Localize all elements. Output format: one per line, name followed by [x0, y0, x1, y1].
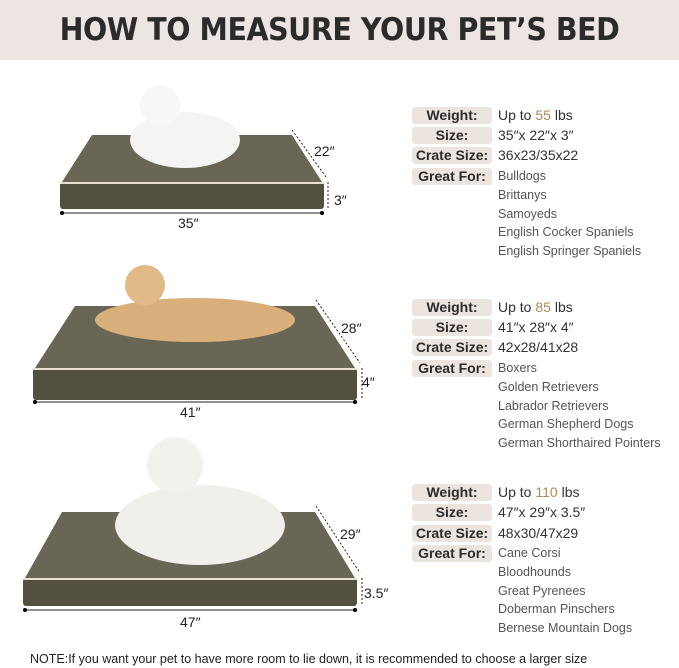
great-for-label: Great For:	[412, 168, 492, 185]
size-label: Size:	[412, 319, 492, 336]
bed2-height-label: 4″	[362, 374, 375, 390]
breed-item: Boxers	[498, 361, 537, 375]
bed3-width-label: 47″	[180, 614, 201, 630]
bed2-depth-label: 28″	[341, 320, 362, 336]
bed3-depth-label: 29″	[340, 526, 361, 542]
bed3-height-label: 3.5″	[364, 585, 389, 601]
breed-item: Samoyeds	[498, 207, 558, 221]
dog-image-golden-retriever	[95, 298, 295, 342]
size-label: Size:	[412, 127, 492, 144]
size-note: NOTE:If you want your pet to have more r…	[30, 652, 588, 666]
breed-item: Brittanys	[498, 188, 547, 202]
size-value: 35″x 22″x 3″	[498, 127, 574, 143]
breed-item: Bloodhounds	[498, 565, 571, 579]
great-for-label: Great For:	[412, 360, 492, 377]
bed1-depth-label: 22″	[314, 143, 335, 159]
bed-small	[60, 85, 329, 215]
breed-item: Labrador Retrievers	[498, 399, 609, 413]
weight-label: Weight:	[412, 107, 492, 124]
header-banner: HOW TO MEASURE YOUR PET’S BED	[0, 0, 679, 60]
breed-item: Bulldogs	[498, 169, 546, 183]
breed-item: Doberman Pinschers	[498, 602, 615, 616]
size-label: Size:	[412, 504, 492, 521]
weight-value: Up to 55 lbs	[498, 107, 573, 123]
crate-size-label: Crate Size:	[412, 525, 492, 542]
weight-label: Weight:	[412, 484, 492, 501]
weight-value: Up to 110 lbs	[498, 484, 580, 500]
weight-label: Weight:	[412, 299, 492, 316]
crate-size-value: 42x28/41x28	[498, 339, 579, 355]
size-value: 47″x 29″x 3.5″	[498, 504, 586, 520]
dog-image-great-pyrenees	[115, 485, 285, 565]
size-value: 41″x 28″x 4″	[498, 319, 574, 335]
bed2-width-label: 41″	[180, 404, 201, 420]
crate-size-value: 36x23/35x22	[498, 147, 579, 163]
crate-size-label: Crate Size:	[412, 147, 492, 164]
bed1-height-label: 3″	[334, 192, 347, 208]
breed-item: Great Pyrenees	[498, 584, 586, 598]
bed-medium	[33, 265, 363, 404]
page-title: HOW TO MEASURE YOUR PET’S BED	[59, 12, 620, 48]
breed-item: Cane Corsi	[498, 546, 561, 560]
breed-item: German Shepherd Dogs	[498, 417, 634, 431]
bed1-width-label: 35″	[178, 215, 199, 231]
weight-value: Up to 85 lbs	[498, 299, 573, 315]
dog-image-samoyed	[130, 112, 240, 168]
breed-item: English Cocker Spaniels	[498, 225, 634, 239]
crate-size-label: Crate Size:	[412, 339, 492, 356]
breed-item: Bernese Mountain Dogs	[498, 621, 633, 635]
great-for-label: Great For:	[412, 545, 492, 562]
crate-size-value: 48x30/47x29	[498, 525, 579, 541]
breed-item: Golden Retrievers	[498, 380, 599, 394]
breed-item: English Springer Spaniels	[498, 244, 642, 258]
bed-large	[23, 437, 363, 612]
breed-item: German Shorthaired Pointers	[498, 436, 661, 450]
